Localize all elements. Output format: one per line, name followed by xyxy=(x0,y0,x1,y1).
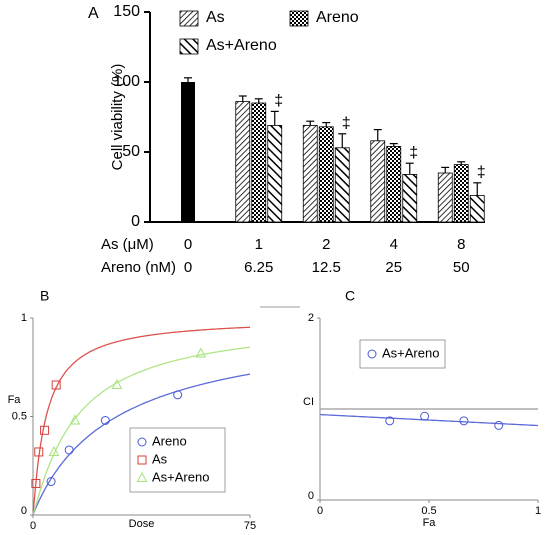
point xyxy=(64,445,74,455)
bar xyxy=(318,126,334,223)
bar xyxy=(469,194,485,223)
y-tick-label: 50 xyxy=(122,143,140,160)
x-tick-label: 0 xyxy=(30,520,36,532)
y-tick-label: 1 xyxy=(21,312,27,324)
legend-label: As xyxy=(206,9,225,26)
point xyxy=(137,437,147,447)
bar xyxy=(302,125,318,223)
bar xyxy=(453,164,469,223)
y-tick-label: 100 xyxy=(113,73,140,90)
point xyxy=(48,445,60,456)
bar xyxy=(267,125,283,223)
legend-box xyxy=(359,339,446,369)
legend-swatch xyxy=(179,38,199,55)
y-tick-label: 0.5 xyxy=(12,410,27,422)
fit-curve xyxy=(320,413,538,427)
x-tick-label: 50 xyxy=(453,259,470,276)
x-tick-label: 4 xyxy=(390,236,398,253)
fit-curve xyxy=(32,346,251,515)
legend-label: Areno xyxy=(316,9,359,26)
panel-label: B xyxy=(40,288,49,304)
x-tick-label: 0 xyxy=(184,236,192,253)
x-tick-label: 75 xyxy=(244,520,256,532)
significance-label: ‡ xyxy=(342,115,351,132)
point xyxy=(40,425,50,435)
x-tick-label: 0 xyxy=(184,259,192,276)
y-axis-label: Fa xyxy=(8,394,22,406)
x-tick-label: 12.5 xyxy=(312,259,341,276)
point xyxy=(173,390,183,400)
x-tick-label: 1 xyxy=(535,505,541,517)
point xyxy=(459,416,469,426)
point xyxy=(420,411,430,421)
significance-label: ‡ xyxy=(409,144,418,161)
point xyxy=(31,478,41,488)
legend-swatch xyxy=(289,10,309,27)
y-axis-label: Cell viability (%) xyxy=(109,64,126,171)
legend-label: As+Areno xyxy=(382,345,439,360)
legend-swatch xyxy=(179,10,199,27)
point xyxy=(100,415,110,425)
legend-label: Areno xyxy=(152,433,187,448)
point xyxy=(136,471,148,482)
y-tick-label: 0 xyxy=(131,213,140,230)
bar xyxy=(235,101,251,223)
panel-label: A xyxy=(88,5,99,22)
y-tick-label: 150 xyxy=(113,3,140,20)
x-row-label: As (μM) xyxy=(101,236,154,253)
point xyxy=(367,349,377,359)
legend-label: As+Areno xyxy=(152,469,209,484)
bar xyxy=(181,82,195,222)
point xyxy=(385,416,395,426)
legend-label: As xyxy=(152,451,168,466)
x-tick-label: 0 xyxy=(317,505,323,517)
x-axis-label: Dose xyxy=(129,518,155,530)
bar xyxy=(334,147,350,223)
legend-label: As+Areno xyxy=(206,37,277,54)
point xyxy=(195,347,207,358)
x-row-label: Areno (nM) xyxy=(101,259,176,276)
bar xyxy=(402,173,418,223)
x-tick-label: 2 xyxy=(322,236,330,253)
bar xyxy=(251,102,267,223)
point xyxy=(51,380,61,390)
bar xyxy=(437,172,453,223)
bar xyxy=(370,140,386,223)
panel-label: C xyxy=(345,288,355,304)
fit-curve xyxy=(32,326,250,512)
y-tick-label: 0 xyxy=(21,505,27,517)
point xyxy=(137,455,147,465)
point xyxy=(69,414,81,425)
point xyxy=(34,447,44,457)
bar xyxy=(386,145,402,223)
point xyxy=(46,477,56,487)
x-tick-label: 25 xyxy=(385,259,402,276)
x-tick-label: 1 xyxy=(255,236,263,253)
fit-curve xyxy=(32,373,251,515)
significance-label: ‡ xyxy=(274,93,283,110)
y-axis-label: CI xyxy=(303,396,314,408)
y-tick-label: 2 xyxy=(308,312,314,324)
x-axis-label: Fa xyxy=(423,517,437,529)
point xyxy=(494,420,504,430)
x-tick-label: 8 xyxy=(457,236,465,253)
y-tick-label: 0 xyxy=(308,490,314,502)
point xyxy=(111,378,123,389)
significance-label: ‡ xyxy=(477,164,486,181)
x-tick-label: 0.5 xyxy=(421,505,436,517)
x-tick-label: 6.25 xyxy=(244,259,273,276)
